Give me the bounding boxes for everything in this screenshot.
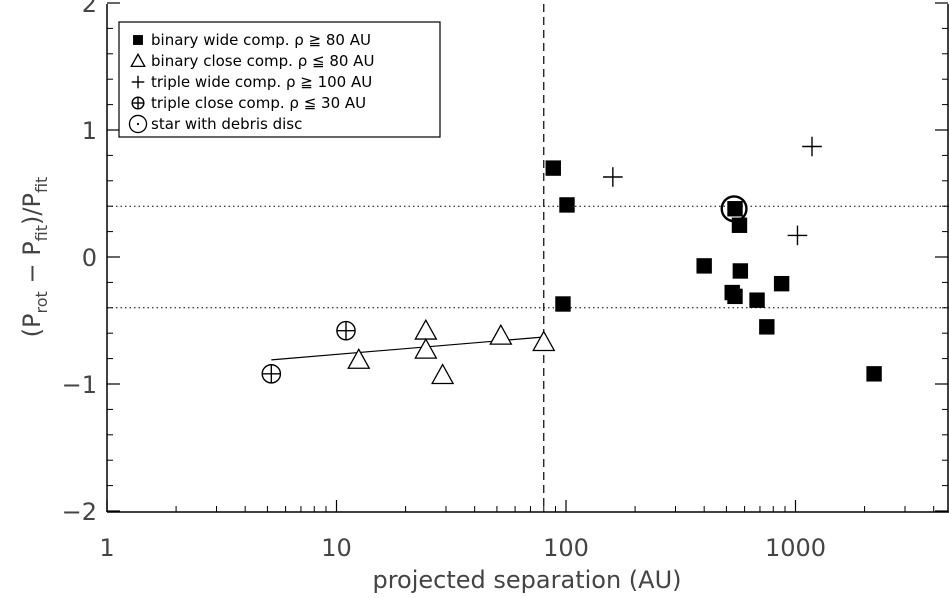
square-point-11 (773, 275, 790, 292)
square-point-5 (727, 288, 743, 305)
square-point-2 (555, 296, 571, 312)
circle-dot-point-0 (720, 195, 748, 223)
square-marker (773, 275, 790, 292)
square-marker (732, 263, 749, 279)
legend-marker-triangle (130, 52, 146, 68)
square-marker (749, 292, 765, 308)
triangle-marker (414, 337, 438, 359)
legend-box (118, 21, 441, 138)
y-tick-label-3: 1 (82, 117, 97, 145)
legend-label-1: binary close comp. ρ ≦ 80 AU (151, 52, 374, 70)
y-tick-label-0: −2 (62, 498, 97, 526)
triangle-marker (414, 318, 438, 340)
square-point-9 (749, 292, 765, 308)
reference-lines (107, 4, 949, 512)
triangle-point-2 (414, 337, 438, 359)
triangle-point-0 (347, 348, 371, 369)
square-marker (555, 296, 571, 312)
y-axis-title: (Prot − Pfit)/Pfit (18, 177, 51, 338)
plus-point-2 (802, 136, 822, 157)
legend-marker-circle-dot (128, 114, 148, 134)
x-axis-title: projected separation (AU) (372, 566, 681, 594)
square-point-0 (545, 160, 561, 176)
legend-label-3: triple close comp. ρ ≦ 30 AU (151, 94, 366, 112)
x-tick-label-2: 100 (543, 534, 589, 562)
plus-point-1 (787, 225, 808, 246)
triangle-point-1 (414, 318, 438, 340)
square-marker (559, 197, 575, 213)
axis-tick-labels: 1 10 100 1000 −2 −1 0 1 2 (62, 0, 826, 562)
legend-marker-square (133, 35, 143, 45)
square-point-10 (759, 319, 775, 335)
square-marker (696, 258, 712, 274)
triangle-marker (431, 363, 455, 385)
triangle-marker (130, 52, 146, 68)
legend-marker-plus (131, 75, 145, 89)
square-point-12 (866, 366, 882, 382)
triangle-point-3 (431, 363, 455, 385)
x-tick-label-1: 10 (321, 534, 352, 562)
circle-plus-point-0 (261, 364, 282, 384)
legend-marker-circle-plus (131, 96, 145, 110)
data-points (261, 136, 882, 385)
triangle-marker (347, 348, 371, 369)
axis-ticks (106, 2, 948, 512)
y-tick-label-2: 0 (82, 244, 97, 272)
y-tick-label-1: −1 (62, 371, 97, 399)
legend-label-4: star with debris disc (151, 115, 302, 133)
triangle-marker (532, 330, 556, 352)
square-marker (759, 319, 775, 335)
triangle-point-5 (532, 330, 556, 352)
square-point-3 (696, 258, 712, 274)
square-marker (545, 160, 561, 176)
circle-plus-point-1 (336, 320, 356, 341)
plus-point-0 (603, 167, 623, 187)
plot-frame (106, 4, 949, 513)
circle-dot-ring (128, 114, 148, 134)
y-tick-label-4: 2 (82, 0, 97, 18)
x-tick-label-0: 1 (99, 534, 114, 562)
x-tick-label-3: 1000 (765, 534, 826, 562)
circle-dot-center (136, 122, 140, 126)
legend-label-2: triple wide comp. ρ ≧ 100 AU (151, 73, 372, 91)
square-marker (866, 366, 882, 382)
legend-label-0: binary wide comp. ρ ≧ 80 AU (151, 31, 371, 49)
square-marker (133, 35, 143, 45)
circle-dot-ring (720, 195, 748, 223)
square-marker (727, 288, 743, 305)
triangle-point-4 (489, 323, 513, 345)
circle-dot-center (732, 207, 736, 211)
square-point-1 (559, 197, 575, 213)
square-point-8 (732, 263, 749, 279)
legend: binary wide comp. ρ ≧ 80 AU binary close … (118, 21, 441, 138)
triangle-marker (489, 323, 513, 345)
